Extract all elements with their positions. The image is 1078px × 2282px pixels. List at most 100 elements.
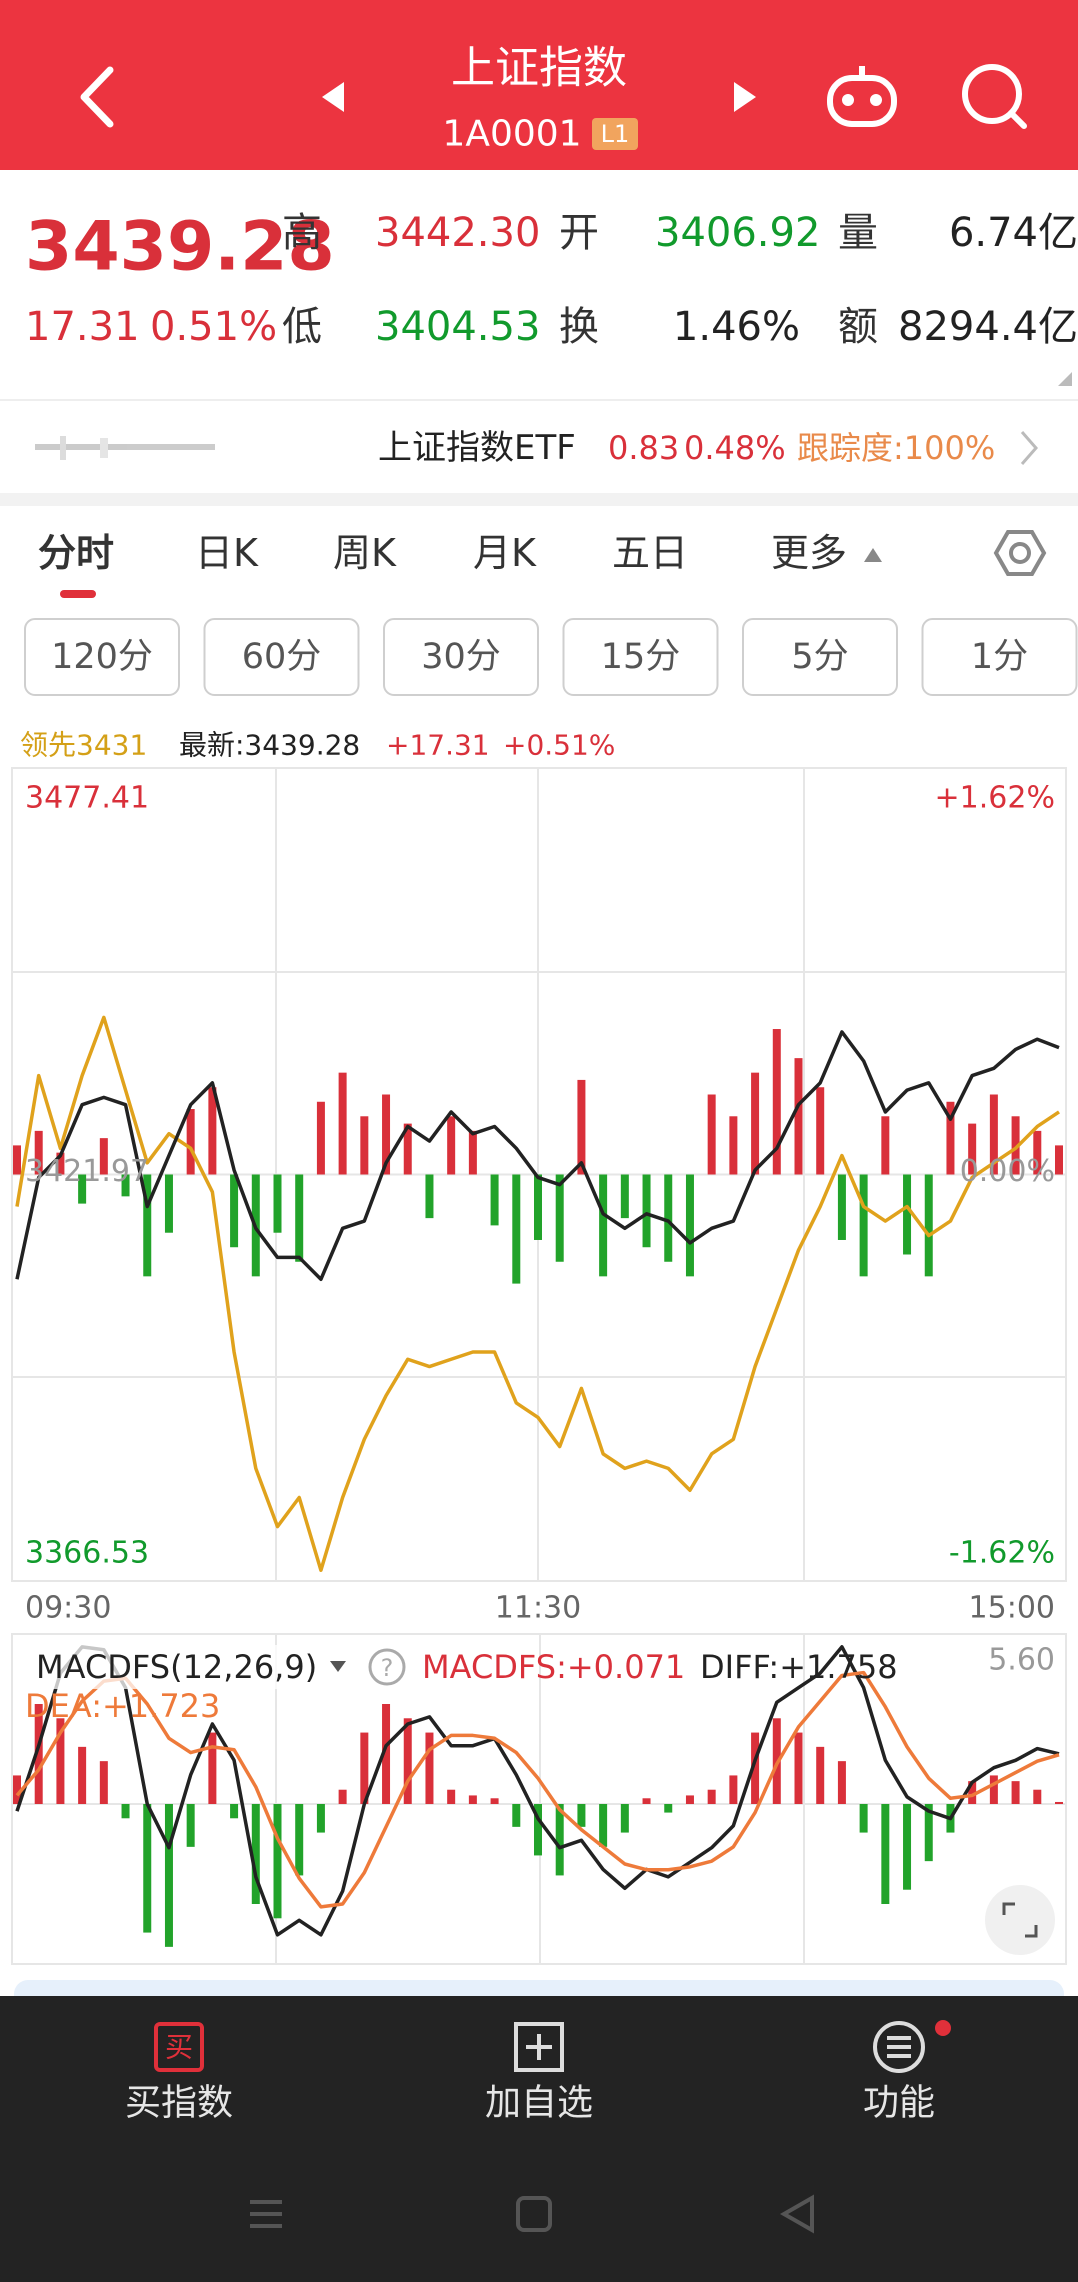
bar [772,1029,781,1175]
bar [555,1804,564,1876]
bar [208,1087,217,1175]
diff-value: DIFF:+1.758 [700,1648,898,1686]
period-button[interactable] [383,618,539,696]
period-button[interactable] [24,618,180,696]
y2-tick-label: -1.62% [949,1536,1055,1571]
bar [164,1174,173,1233]
bar [121,1174,130,1197]
period-label: 30分 [421,637,501,677]
bar [816,1087,825,1175]
bar [34,1704,43,1804]
bar [121,1804,130,1819]
badge-bg [592,118,638,150]
bar [403,1123,412,1175]
watchlist-button[interactable]: 加自选 [485,2022,593,2124]
bar [1011,1781,1020,1804]
period-label: 15分 [601,637,681,677]
bar [425,1732,434,1804]
legend-pct: +0.51% [503,729,615,762]
bar [208,1732,217,1804]
bar [468,1795,477,1804]
label: 量 [838,210,878,256]
y2-tick-label: 0.00% [960,1154,1055,1189]
period-label: 1分 [971,637,1028,677]
bar [316,1804,325,1833]
bar [946,1101,955,1175]
bar [382,1704,391,1804]
system-nav[interactable] [250,2194,814,2234]
legend-latest: 最新:3439.28 [179,729,360,762]
value: 1.46% [673,304,800,350]
bar [490,1798,499,1804]
bar [707,1789,716,1804]
tab[interactable]: 更多 [771,531,847,575]
bar [751,1732,760,1804]
bar [859,1174,868,1277]
bar [164,1804,173,1947]
robot-button[interactable] [827,66,897,127]
bar [273,1804,282,1919]
bar [903,1174,912,1255]
label: 额 [838,304,878,350]
bar [859,1804,868,1833]
bar [685,1795,694,1804]
code: 1A0001 [442,114,581,155]
period-button[interactable] [742,618,898,696]
period-button[interactable] [921,618,1078,696]
header-bar [0,0,1078,170]
x-tick-label: 15:00 [969,1591,1055,1626]
bar [924,1804,933,1862]
etf-name[interactable]: 上证指数ETF [378,428,576,468]
change: 17.31 [25,304,140,350]
tab[interactable]: 五日 [612,531,688,575]
bar [251,1804,260,1904]
value: 3442.30 [375,210,540,256]
bar [577,1079,586,1175]
bar [360,1116,369,1175]
bar [78,1174,87,1204]
tab[interactable]: 月K [473,531,537,575]
bar [382,1094,391,1175]
bar [903,1804,912,1890]
bar [447,1116,456,1175]
tab[interactable]: 日K [195,531,259,575]
expand-button[interactable] [985,1885,1055,1955]
bar [230,1174,239,1248]
bar [1055,1801,1063,1804]
buy-button[interactable]: 买 买指数 [125,2022,233,2124]
corner-mark [1058,372,1072,386]
bar [989,1775,998,1804]
tab[interactable]: 周K [333,531,397,575]
bar [338,1072,347,1175]
bar [837,1174,846,1240]
legend-lead: 领先3431 [20,729,147,762]
search-button[interactable] [962,64,1027,129]
y-tick-label: 5.60 [988,1643,1055,1678]
bar [186,1109,195,1175]
macd-name[interactable]: MACDFS(12,26,9) [36,1648,317,1686]
bar [707,1094,716,1175]
etf-tracking: 跟踪度:100% [797,429,995,467]
period-button[interactable] [562,618,719,696]
bar [664,1174,673,1262]
series-line [15,1015,1060,1572]
bar [78,1746,87,1804]
function-button[interactable]: 功能 [863,2020,951,2124]
bar [729,1775,738,1804]
tab[interactable]: 分时 [38,531,114,575]
y2-tick-label: +1.62% [935,781,1055,816]
period-button[interactable] [203,618,360,696]
bar [664,1804,673,1813]
bar [534,1804,542,1856]
value: 6.74亿 [949,210,1078,256]
settings-button[interactable] [993,530,1047,576]
next-button[interactable] [734,82,756,112]
label: 换 [559,304,599,350]
badge: L1 [601,120,630,148]
help-icon[interactable] [368,1648,406,1686]
prev-button[interactable] [322,82,344,112]
back-button[interactable] [80,66,114,128]
bar [56,1718,65,1804]
